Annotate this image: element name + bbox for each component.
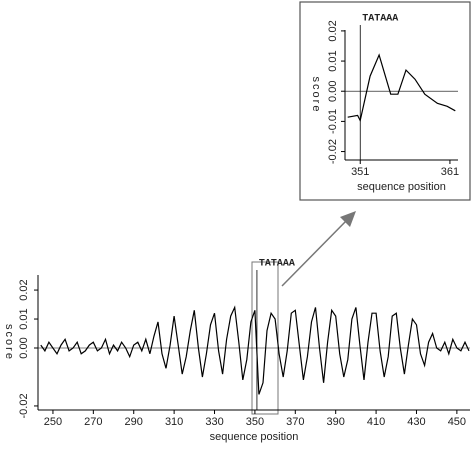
y-tick-label: 0.02 [18, 279, 30, 300]
line [347, 53, 456, 123]
x-tick-label: 310 [165, 416, 183, 428]
x-tick-label: 250 [44, 416, 62, 428]
x-tick-label: 370 [286, 416, 304, 428]
y-tick-label: -0.02 [327, 139, 339, 164]
y-tick-label: 0.00 [18, 337, 30, 358]
x-tick-label: 350 [246, 416, 264, 428]
annotation: TATAAA [259, 259, 295, 270]
y-tick-label: -0.02 [18, 393, 30, 418]
y-axis-title: score [3, 324, 15, 361]
x-tick-label: 361 [441, 166, 459, 178]
zoom-box [251, 261, 279, 415]
y-tick-label: 0.01 [327, 50, 339, 71]
y-axis-title: score [310, 77, 322, 114]
zoom-arrow-head [340, 211, 356, 227]
x-tick-label: 390 [327, 416, 345, 428]
inset-frame [299, 1, 471, 201]
x-tick-label: 290 [125, 416, 143, 428]
x-tick-label: 450 [448, 416, 466, 428]
annotation: TATAAA [362, 14, 398, 25]
x-tick-label: 330 [205, 416, 223, 428]
x-tick-label: 430 [407, 416, 425, 428]
x-axis-title: sequence position [210, 431, 299, 443]
x-tick-label: 351 [351, 166, 369, 178]
zoom-arrow [281, 218, 349, 287]
line [40, 305, 470, 395]
x-axis-title: sequence position [357, 181, 446, 193]
y-tick-label: -0.01 [327, 109, 339, 134]
y-tick-label: 0.01 [18, 308, 30, 329]
x-tick-label: 410 [367, 416, 385, 428]
y-tick-label: 0.00 [327, 81, 339, 102]
x-tick-label: 270 [84, 416, 102, 428]
y-tick-label: 0.02 [327, 20, 339, 41]
